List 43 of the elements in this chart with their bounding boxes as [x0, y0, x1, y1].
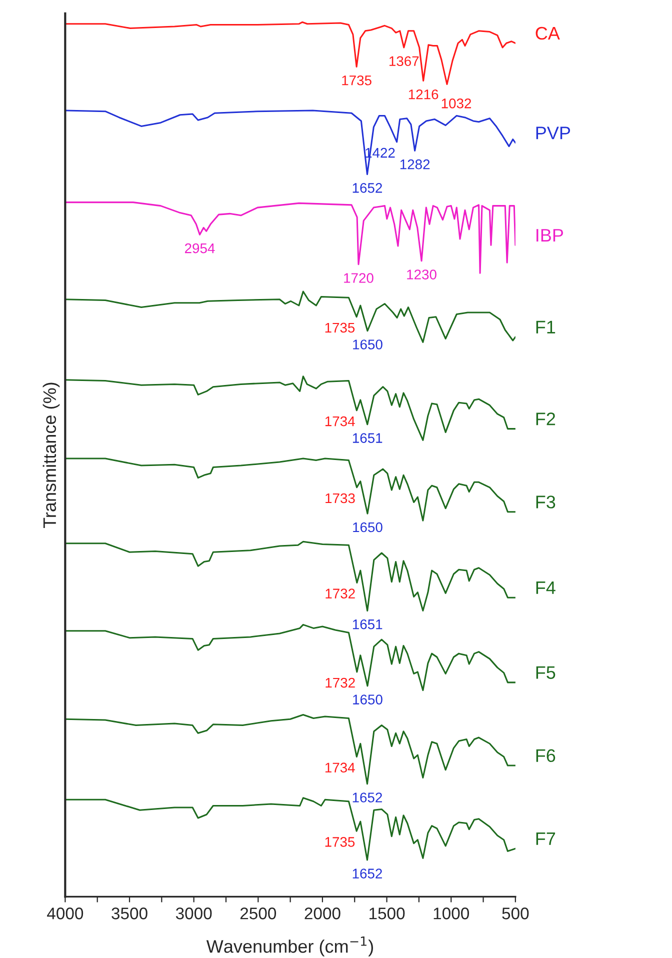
x-tick-label: 3500: [112, 908, 148, 920]
series-label: PVP: [536, 126, 570, 140]
series-label: F4: [536, 582, 556, 594]
annotation: 1720: [344, 273, 374, 283]
y-axis-title: Transmittance (%): [42, 382, 60, 528]
annotation: 1216: [408, 89, 438, 100]
x-tick-label: 1500: [370, 908, 405, 920]
series-label: CA: [536, 26, 560, 40]
series-label: F2: [536, 412, 556, 426]
annotation: 1652: [352, 183, 382, 193]
annotation: 1734: [325, 416, 355, 426]
x-axis-title: Wavenumber (cm$^{−1}$): [206, 936, 374, 956]
series-label: F5: [536, 666, 556, 679]
annotation: 1733: [326, 493, 355, 504]
annotation: 1367: [390, 56, 419, 66]
annotation: 1735: [325, 837, 355, 847]
annotation: 1735: [342, 75, 372, 86]
annotation: 1732: [326, 588, 355, 598]
annotation: 1282: [400, 159, 430, 170]
annotation: 1652: [352, 792, 382, 802]
annotation: 1652: [352, 868, 382, 878]
annotation: 1735: [325, 322, 355, 333]
series-label: F7: [536, 832, 556, 845]
x-tick-label: 500: [502, 908, 529, 920]
annotation: 1651: [352, 619, 382, 630]
series-label: F6: [536, 749, 556, 762]
annotation: 2954: [184, 243, 215, 254]
annotation: 1032: [442, 98, 472, 108]
annotation: 1651: [352, 433, 382, 443]
annotation: 1230: [407, 270, 436, 280]
x-tick-label: 4000: [47, 908, 84, 920]
series-label: F3: [536, 496, 556, 508]
annotation: 1650: [353, 340, 382, 350]
x-tick-label: 2500: [240, 908, 276, 920]
annotation: 1650: [353, 522, 382, 532]
x-tick-label: 3000: [176, 908, 212, 920]
x-tick-label: 2000: [304, 908, 340, 920]
series-label: F1: [536, 320, 556, 334]
annotation: 1734: [325, 762, 355, 773]
annotation: 1732: [326, 678, 355, 688]
series-label: IBP: [536, 229, 564, 242]
x-tick-label: 1000: [434, 908, 469, 920]
annotation: 1650: [353, 694, 382, 704]
